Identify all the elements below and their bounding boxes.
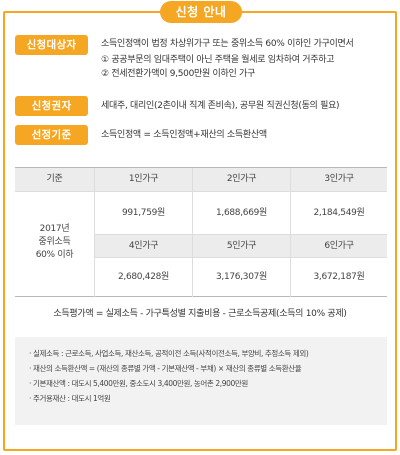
row-label-percent: 60% 이하 bbox=[35, 250, 74, 260]
row-label-median: 중위소득 bbox=[38, 237, 71, 247]
criteria-badge: 선정기준 bbox=[15, 125, 88, 145]
applicant-desc-2: ① 공공부문의 임대주택이 아닌 주택을 월세로 임차하여 거주하고 bbox=[101, 55, 335, 65]
grid-line bbox=[192, 168, 193, 297]
table-value-4p: 2,680,428원 bbox=[117, 272, 170, 282]
income-formula: 소득평가액 = 실제소득 - 가구특성별 지출비용 - 근로소득공제(소득의 1… bbox=[53, 309, 347, 319]
table-value-1p: 991,759원 bbox=[121, 208, 166, 218]
table-header-4p: 4인가구 bbox=[95, 235, 192, 257]
note-item: · 기본재산액 : 대도시 5,400만원, 중소도시 3,400만원, 농어촌… bbox=[29, 379, 248, 388]
grid-line bbox=[95, 234, 387, 235]
table-header-2p: 2인가구 bbox=[193, 168, 290, 191]
table-value-6p: 3,672,187원 bbox=[313, 272, 365, 282]
table-header-1p: 1인가구 bbox=[95, 168, 192, 191]
grid-line bbox=[94, 168, 95, 297]
grid-line bbox=[290, 168, 291, 297]
grid-line bbox=[95, 257, 387, 258]
authority-desc: 세대주, 대리인(2촌이내 직계 존비속), 공무원 직권신청(동의 필요) bbox=[101, 101, 340, 111]
applicant-desc-3: ② 전세전환가액이 9,500만원 이하인 가구 bbox=[101, 69, 255, 79]
note-item: · 주거용재산 : 대도시 1억원 bbox=[29, 394, 111, 403]
note-item: · 재산의 소득환산액 = (재산의 종류별 가액 - 기본재산액 - 부채) … bbox=[29, 364, 302, 373]
table-header-standard: 기준 bbox=[15, 168, 94, 191]
note-item: · 실제소득 : 근로소득, 사업소득, 재산소득, 공적이전 소득(사적이전소… bbox=[29, 349, 309, 358]
notes-box: · 실제소득 : 근로소득, 사업소득, 재산소득, 공적이전 소득(사적이전소… bbox=[15, 337, 387, 425]
table-value-5p: 3,176,307원 bbox=[215, 272, 268, 282]
applicant-badge: 신청대상자 bbox=[15, 35, 88, 55]
income-table: 기준 1인가구 2인가구 3인가구 991,759원 1,688,669원 2,… bbox=[15, 167, 387, 297]
authority-badge: 신청권자 bbox=[15, 96, 88, 116]
table-header-3p: 3인가구 bbox=[291, 168, 387, 191]
table-value-3p: 2,184,549원 bbox=[313, 208, 365, 218]
row-label-year: 2017년 bbox=[39, 224, 70, 234]
grid-line bbox=[15, 191, 387, 192]
panel-title: 신청 안내 bbox=[160, 1, 242, 23]
table-header-6p: 6인가구 bbox=[291, 235, 387, 257]
criteria-desc: 소득인정액 = 소득인정액+재산의 소득환산액 bbox=[101, 130, 267, 140]
applicant-desc-1: 소득인정액이 법정 차상위가구 또는 중위소득 60% 이하인 가구이면서 bbox=[101, 39, 354, 49]
table-header-5p: 5인가구 bbox=[193, 235, 290, 257]
table-row-label: 2017년 중위소득 60% 이하 bbox=[15, 223, 94, 262]
table-value-2p: 1,688,669원 bbox=[215, 208, 268, 218]
